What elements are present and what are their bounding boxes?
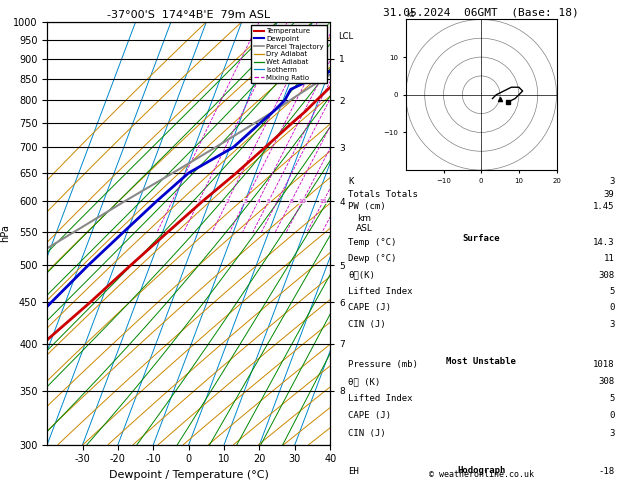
Y-axis label: km
ASL: km ASL [356, 214, 373, 233]
Text: 0: 0 [609, 303, 615, 312]
Text: 0: 0 [609, 412, 615, 420]
Text: 11: 11 [604, 255, 615, 263]
Text: 1018: 1018 [593, 360, 615, 369]
Text: θᴄ(K): θᴄ(K) [348, 271, 375, 280]
Text: K: K [348, 177, 353, 186]
Text: 15: 15 [320, 199, 327, 204]
Text: PW (cm): PW (cm) [348, 202, 386, 211]
Title: -37°00'S  174°4B'E  79m ASL: -37°00'S 174°4B'E 79m ASL [107, 10, 270, 20]
Text: 3: 3 [609, 319, 615, 329]
Text: 1: 1 [197, 199, 201, 204]
Text: Dewp (°C): Dewp (°C) [348, 255, 396, 263]
Text: CAPE (J): CAPE (J) [348, 303, 391, 312]
Text: -18: -18 [598, 468, 615, 476]
Text: 308: 308 [598, 271, 615, 280]
Text: CAPE (J): CAPE (J) [348, 412, 391, 420]
Text: 1.45: 1.45 [593, 202, 615, 211]
Text: 39: 39 [604, 190, 615, 199]
Text: θᴄ (K): θᴄ (K) [348, 377, 381, 386]
Text: Most Unstable: Most Unstable [446, 357, 516, 366]
Text: kt: kt [406, 10, 414, 19]
Text: 3: 3 [609, 177, 615, 186]
Text: 10: 10 [299, 199, 306, 204]
Text: Lifted Index: Lifted Index [348, 394, 413, 403]
Legend: Temperature, Dewpoint, Parcel Trajectory, Dry Adiabat, Wet Adiabat, Isotherm, Mi: Temperature, Dewpoint, Parcel Trajectory… [251, 25, 326, 83]
Text: © weatheronline.co.uk: © weatheronline.co.uk [429, 469, 533, 479]
Text: 4: 4 [256, 199, 260, 204]
Text: CIN (J): CIN (J) [348, 319, 386, 329]
Text: Hodograph: Hodograph [457, 466, 505, 474]
X-axis label: Dewpoint / Temperature (°C): Dewpoint / Temperature (°C) [109, 470, 269, 480]
Text: Temp (°C): Temp (°C) [348, 238, 396, 247]
Text: 5: 5 [609, 394, 615, 403]
Text: LCL: LCL [338, 32, 353, 41]
Text: Totals Totals: Totals Totals [348, 190, 418, 199]
Text: EH: EH [348, 468, 359, 476]
Text: 308: 308 [598, 377, 615, 386]
Text: 14.3: 14.3 [593, 238, 615, 247]
Text: Lifted Index: Lifted Index [348, 287, 413, 296]
Text: CIN (J): CIN (J) [348, 429, 386, 437]
Text: 5: 5 [267, 199, 270, 204]
Text: Surface: Surface [462, 234, 500, 243]
Text: 31.05.2024  06GMT  (Base: 18): 31.05.2024 06GMT (Base: 18) [383, 7, 579, 17]
Text: 3: 3 [609, 429, 615, 437]
Text: 5: 5 [609, 287, 615, 296]
Text: Pressure (mb): Pressure (mb) [348, 360, 418, 369]
Y-axis label: hPa: hPa [0, 225, 10, 242]
Text: 2: 2 [225, 199, 230, 204]
Text: 8: 8 [289, 199, 293, 204]
Text: 3: 3 [243, 199, 247, 204]
